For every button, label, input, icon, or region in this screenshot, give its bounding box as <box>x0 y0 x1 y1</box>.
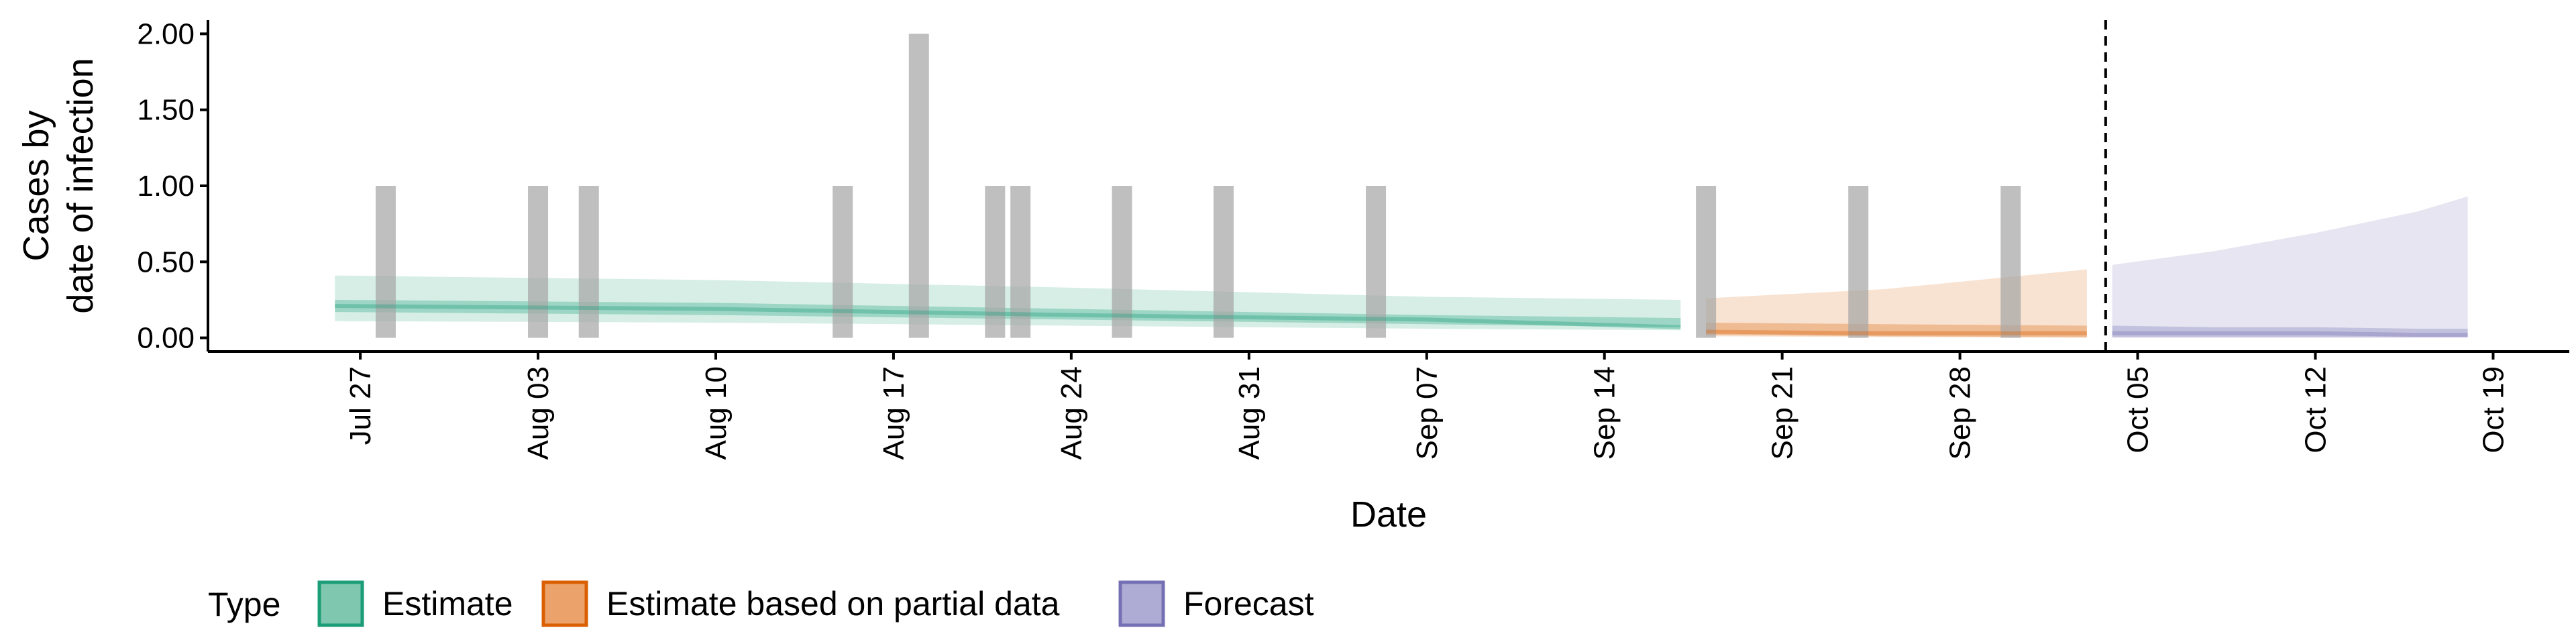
reported-case-bar <box>528 186 549 338</box>
band-inner-2 <box>2112 325 2468 337</box>
plot-bars <box>375 34 2021 338</box>
reported-case-bar <box>908 34 929 338</box>
median-line-0 <box>335 304 1681 329</box>
legend-swatch-0 <box>317 580 364 627</box>
legend-label-2: Forecast <box>1183 585 1314 623</box>
x-tick-label: Jul 27 <box>344 366 377 445</box>
x-tick-label: Oct 19 <box>2477 366 2510 453</box>
plot-bands <box>335 196 2468 338</box>
reported-case-bar <box>1213 186 1234 338</box>
median-line-1 <box>1706 329 2087 335</box>
plot-medians <box>335 304 2468 337</box>
band-inner-1 <box>1706 322 2087 337</box>
legend-title: Type <box>208 586 280 623</box>
x-tick-label: Aug 03 <box>522 366 555 460</box>
y-tick-label: 0.00 <box>137 322 195 355</box>
reported-case-bar <box>1848 186 1869 338</box>
reported-case-bar <box>985 186 1006 338</box>
reported-case-bar <box>1010 186 1031 338</box>
y-axis-title-line-2: date of infection <box>60 58 101 313</box>
reported-case-bar <box>2000 186 2021 338</box>
x-tick-label: Aug 10 <box>700 366 733 460</box>
reported-case-bar <box>578 186 599 338</box>
legend-label-1: Estimate based on partial data <box>606 585 1060 623</box>
y-tick-label: 1.00 <box>137 170 195 203</box>
x-tick-label: Aug 31 <box>1233 366 1266 460</box>
x-tick-label: Oct 12 <box>2300 366 2332 453</box>
y-axis-ticks: 0.00 0.50 1.00 1.50 2.00 <box>137 17 208 355</box>
x-axis-ticks: Jul 27 Aug 03 Aug 10 Aug 17 Aug 24 Aug 31 Sep … <box>344 352 2510 460</box>
band-outer-0 <box>335 275 1681 331</box>
y-tick-label: 2.00 <box>137 17 195 50</box>
band-inner-0 <box>335 299 1681 327</box>
x-tick-label: Sep 28 <box>1944 366 1977 460</box>
legend-label-0: Estimate <box>382 585 513 623</box>
band-outer-2 <box>2112 196 2468 338</box>
legend-swatch-2 <box>1118 580 1165 627</box>
median-line-2 <box>2112 331 2468 337</box>
x-tick-label: Aug 24 <box>1055 366 1088 460</box>
band-outer-1 <box>1706 269 2087 338</box>
x-axis-title: Date <box>1350 494 1427 535</box>
reported-case-bar <box>1366 186 1387 338</box>
legend: Type Estimate Estimate based on partial d… <box>208 580 1314 627</box>
reported-case-bar <box>375 186 396 338</box>
reported-case-bar <box>1696 186 1717 338</box>
reported-case-bar <box>833 186 853 338</box>
x-tick-label: Aug 17 <box>877 366 910 460</box>
x-tick-label: Sep 21 <box>1766 366 1799 460</box>
x-tick-label: Sep 14 <box>1589 366 1621 460</box>
y-axis-title-line-1: Cases by <box>16 110 56 261</box>
x-tick-label: Oct 05 <box>2122 366 2155 453</box>
reported-case-bar <box>1112 186 1132 338</box>
legend-swatch-1 <box>541 580 588 627</box>
y-tick-label: 0.50 <box>137 246 195 278</box>
x-tick-label: Sep 07 <box>1411 366 1444 460</box>
y-tick-label: 1.50 <box>137 94 195 127</box>
